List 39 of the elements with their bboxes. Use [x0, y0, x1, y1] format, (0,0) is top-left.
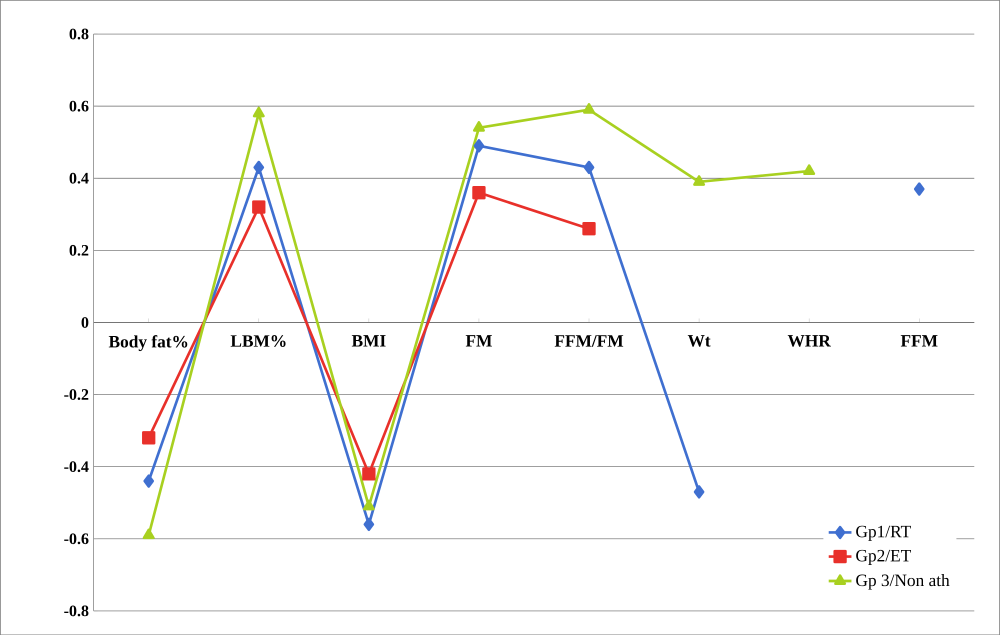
- point: [914, 182, 925, 196]
- point: [803, 164, 816, 175]
- x-tick-label: FFM: [900, 335, 938, 346]
- point: [584, 160, 594, 174]
- x-tick-label: FM: [466, 335, 492, 346]
- x-tick-label: Body fat%: [108, 335, 188, 351]
- point: [583, 102, 595, 114]
- y-tick-label: -0.2: [64, 389, 88, 400]
- point: [252, 106, 265, 118]
- point: [364, 518, 374, 531]
- y-tick-label: -0.4: [64, 461, 89, 472]
- point: [253, 160, 264, 174]
- point: [142, 431, 156, 444]
- y-tick-label: -0.8: [64, 605, 88, 616]
- point: [474, 138, 484, 152]
- point: [472, 186, 486, 200]
- point: [142, 528, 155, 540]
- point: [582, 222, 596, 236]
- y-tick-label: 0.6: [70, 100, 88, 112]
- point: [252, 200, 266, 214]
- y-tick-label: 0.4: [70, 172, 89, 184]
- point: [693, 175, 706, 186]
- y-tick-label: 0.2: [70, 244, 88, 256]
- legend-label: Gp2/ET: [856, 550, 911, 565]
- x-tick-label: BMI: [352, 335, 386, 346]
- point: [143, 474, 154, 488]
- y-tick-label: 0: [82, 316, 88, 328]
- x-tick-label: LBM%: [230, 335, 286, 347]
- x-tick-label: WHR: [788, 335, 831, 347]
- y-tick-label: 0.8: [70, 28, 88, 40]
- point: [362, 467, 376, 480]
- x-tick-label: Wt: [688, 335, 711, 347]
- x-tick-label: FFM/FM: [554, 335, 624, 347]
- legend-label: Gp 3/Non ath: [856, 574, 950, 590]
- point: [694, 485, 704, 498]
- legend-label: Gp1/RT: [856, 526, 911, 541]
- point: [472, 120, 485, 132]
- point: [362, 500, 375, 510]
- y-tick-label: -0.6: [64, 533, 88, 544]
